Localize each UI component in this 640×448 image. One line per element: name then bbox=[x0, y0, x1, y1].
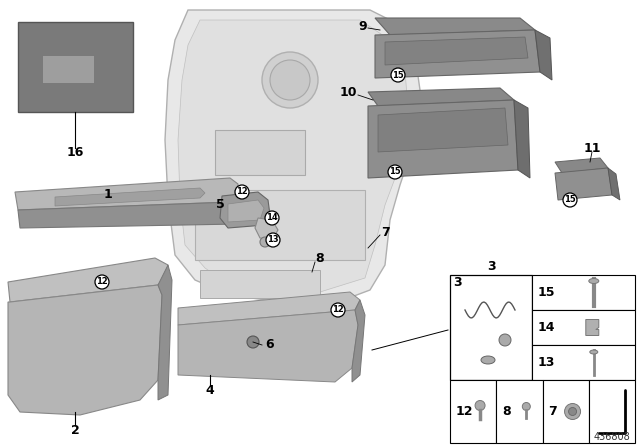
Polygon shape bbox=[255, 218, 278, 240]
Polygon shape bbox=[375, 30, 540, 78]
Text: 9: 9 bbox=[358, 20, 367, 33]
Ellipse shape bbox=[589, 279, 599, 284]
Circle shape bbox=[262, 52, 318, 108]
Text: 3: 3 bbox=[486, 260, 495, 273]
Text: 4: 4 bbox=[205, 383, 214, 396]
Bar bbox=[532, 345, 635, 380]
Text: 7: 7 bbox=[548, 405, 557, 418]
Bar bbox=[589, 380, 635, 443]
Text: 14: 14 bbox=[538, 321, 556, 334]
Text: 13: 13 bbox=[538, 356, 556, 369]
Polygon shape bbox=[555, 168, 612, 200]
Bar bbox=[18, 22, 133, 112]
Circle shape bbox=[564, 404, 580, 419]
Circle shape bbox=[475, 401, 485, 410]
Circle shape bbox=[391, 68, 405, 82]
Circle shape bbox=[260, 237, 270, 247]
Text: 12: 12 bbox=[456, 405, 474, 418]
Circle shape bbox=[499, 334, 511, 346]
Polygon shape bbox=[514, 100, 530, 178]
Circle shape bbox=[388, 165, 402, 179]
Polygon shape bbox=[18, 202, 238, 228]
Text: 10: 10 bbox=[339, 86, 356, 99]
Circle shape bbox=[270, 60, 310, 100]
Polygon shape bbox=[586, 319, 599, 336]
Text: 8: 8 bbox=[502, 405, 511, 418]
Bar bbox=[195, 190, 365, 260]
Text: 12: 12 bbox=[332, 306, 344, 314]
Polygon shape bbox=[178, 20, 408, 292]
Text: 14: 14 bbox=[266, 214, 278, 223]
Circle shape bbox=[331, 303, 345, 317]
Circle shape bbox=[568, 408, 577, 415]
Text: 3: 3 bbox=[454, 276, 462, 289]
Polygon shape bbox=[535, 30, 552, 80]
Circle shape bbox=[247, 336, 259, 348]
Text: 15: 15 bbox=[389, 168, 401, 177]
Polygon shape bbox=[375, 18, 535, 35]
Circle shape bbox=[266, 233, 280, 247]
Text: 7: 7 bbox=[381, 225, 390, 238]
Polygon shape bbox=[8, 258, 168, 302]
Circle shape bbox=[235, 185, 249, 199]
Text: 436808: 436808 bbox=[593, 432, 630, 442]
Polygon shape bbox=[178, 292, 360, 325]
Polygon shape bbox=[368, 100, 518, 178]
Text: 15: 15 bbox=[392, 70, 404, 79]
Polygon shape bbox=[15, 178, 238, 210]
Text: 15: 15 bbox=[564, 195, 576, 204]
Polygon shape bbox=[55, 188, 205, 206]
Polygon shape bbox=[165, 10, 420, 305]
Text: 2: 2 bbox=[70, 423, 79, 436]
Ellipse shape bbox=[481, 356, 495, 364]
Circle shape bbox=[522, 402, 531, 410]
Text: 6: 6 bbox=[266, 339, 275, 352]
Bar bbox=[532, 310, 635, 345]
Bar bbox=[450, 380, 496, 443]
Polygon shape bbox=[352, 300, 365, 382]
Text: 12: 12 bbox=[96, 277, 108, 287]
Bar bbox=[200, 270, 320, 298]
Polygon shape bbox=[8, 285, 162, 415]
Polygon shape bbox=[608, 168, 620, 200]
Bar bbox=[543, 380, 589, 443]
Bar bbox=[450, 275, 532, 380]
Text: 12: 12 bbox=[236, 188, 248, 197]
Bar bbox=[532, 275, 635, 310]
Polygon shape bbox=[378, 108, 508, 152]
Circle shape bbox=[563, 193, 577, 207]
Bar bbox=[215, 130, 305, 175]
Polygon shape bbox=[555, 158, 608, 173]
Polygon shape bbox=[178, 310, 358, 382]
Polygon shape bbox=[385, 37, 528, 65]
Text: 13: 13 bbox=[267, 236, 279, 245]
Ellipse shape bbox=[590, 350, 598, 354]
Circle shape bbox=[265, 211, 279, 225]
Polygon shape bbox=[228, 200, 264, 222]
Polygon shape bbox=[368, 88, 514, 106]
Circle shape bbox=[95, 275, 109, 289]
Polygon shape bbox=[220, 192, 270, 228]
Text: 5: 5 bbox=[216, 198, 225, 211]
Text: 11: 11 bbox=[583, 142, 601, 155]
Bar bbox=[496, 380, 543, 443]
Text: 16: 16 bbox=[67, 146, 84, 159]
Text: 1: 1 bbox=[104, 189, 113, 202]
Polygon shape bbox=[158, 265, 172, 400]
Text: 15: 15 bbox=[538, 286, 556, 299]
Text: 8: 8 bbox=[316, 251, 324, 264]
Bar bbox=[42, 55, 94, 83]
